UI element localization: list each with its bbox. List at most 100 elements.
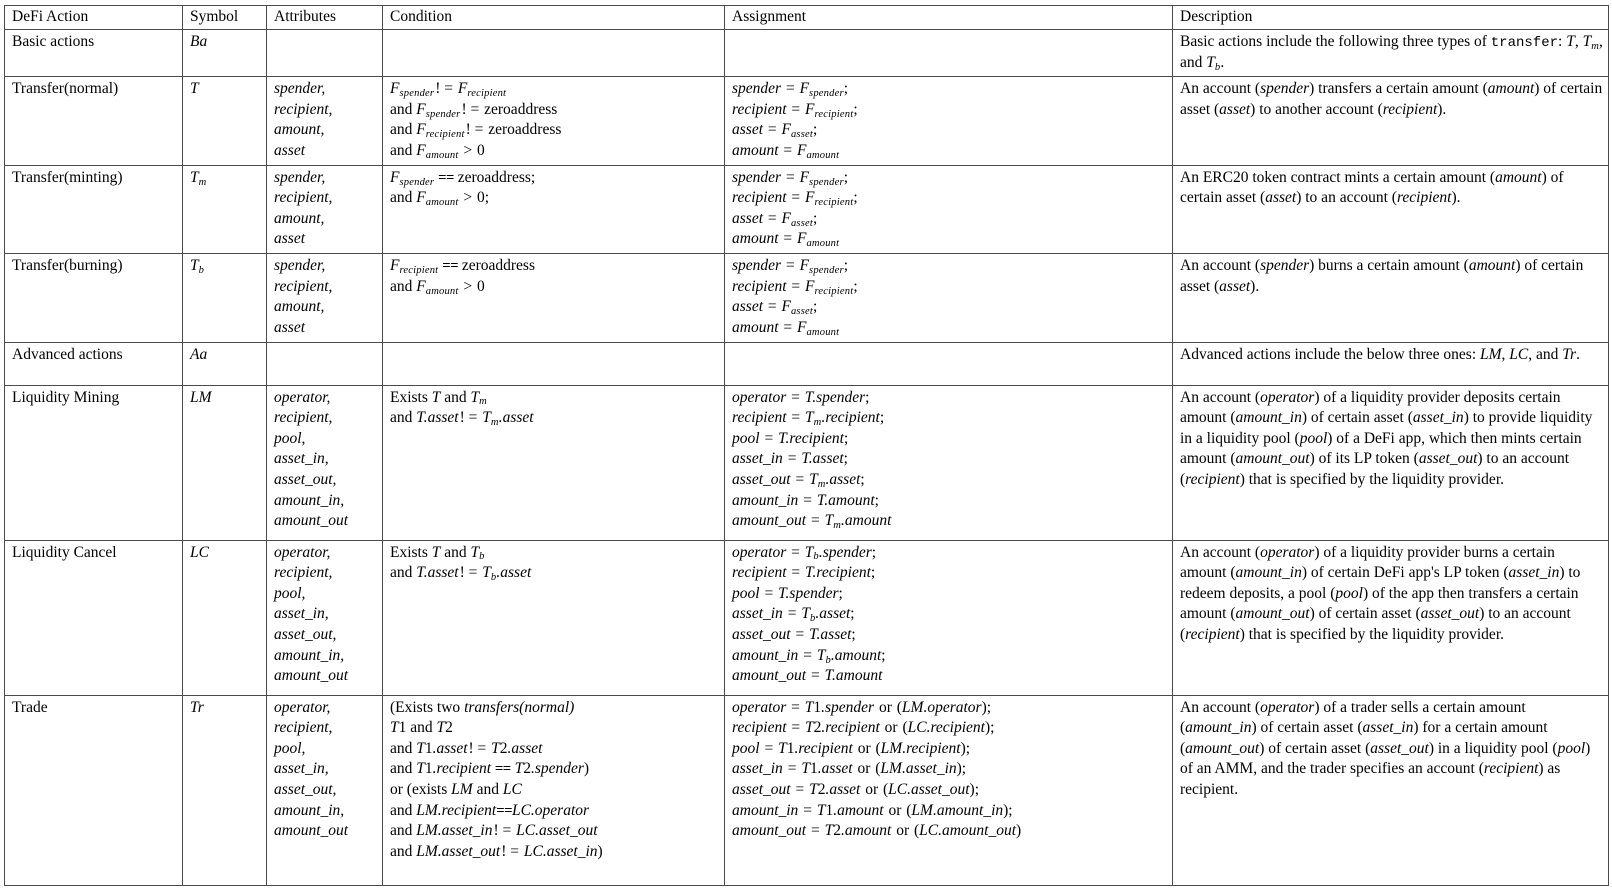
condition-line: (Exists two transfers(normal) xyxy=(390,698,575,716)
attribute-item: amount, xyxy=(274,209,325,227)
attribute-item: pool, xyxy=(274,584,306,602)
condition-line: or (exists LM and LC xyxy=(390,780,522,798)
attribute-item: amount_out xyxy=(274,822,349,840)
condition-line: and LM.recipient==LC.operator xyxy=(390,801,590,819)
cell-description: An account (operator) of a trader sells … xyxy=(1172,694,1609,886)
cell-assignment xyxy=(724,341,1173,386)
condition-line: and T.asset! = Tm.asset xyxy=(390,409,534,429)
cell-condition: Fspender! = Frecipient and Fspender! = z… xyxy=(382,76,725,166)
table-row: Advanced actions Aa Advanced actions inc… xyxy=(4,341,1609,386)
cell-assignment: spender = Fspender; recipient = Frecipie… xyxy=(724,164,1173,255)
attribute-item: asset_out, xyxy=(274,625,337,643)
cell-description: An account (spender) burns a certain amo… xyxy=(1172,253,1609,343)
attribute-item: asset xyxy=(274,142,305,160)
cell-symbol: Aa xyxy=(182,341,267,386)
condition-line: and Famount > 0; xyxy=(390,189,490,209)
attribute-item: recipient, xyxy=(274,409,333,427)
assignment-line: pool = T.recipient; xyxy=(732,429,849,447)
cell-condition: (Exists two transfers(normal) T1 and T2 … xyxy=(382,694,725,886)
attribute-item: amount_out xyxy=(274,667,349,685)
cell-description: An account (spender) transfers a certain… xyxy=(1172,76,1609,166)
attribute-item: pool, xyxy=(274,739,306,757)
table-row: Transfer(normal) T spender, recipient, a… xyxy=(4,76,1609,166)
table-row: Basic actions Ba Basic actions include t… xyxy=(4,28,1609,78)
cell-action: Transfer(burning) xyxy=(4,253,183,343)
attribute-item: asset xyxy=(274,318,305,336)
table-header-row: DeFi Action Symbol Attributes Condition … xyxy=(4,5,1609,30)
assignment-line: amount_out = T.amount xyxy=(732,667,883,685)
cell-assignment: operator = T1.spender or (LM.operator); … xyxy=(724,694,1173,886)
assignment-line: operator = T.spender; xyxy=(732,388,870,406)
assignment-line: recipient = Frecipient; xyxy=(732,277,858,297)
condition-line: and Famount > 0 xyxy=(390,277,485,297)
condition-line: Fspender == zeroaddress; xyxy=(390,168,536,188)
assignment-line: recipient = T2.recipient or (LC.recipien… xyxy=(732,719,995,737)
cell-condition: Fspender == zeroaddress; and Famount > 0… xyxy=(382,164,725,255)
attribute-item: recipient, xyxy=(274,277,333,295)
attribute-item: asset xyxy=(274,230,305,248)
cell-description: Basic actions include the following thre… xyxy=(1172,28,1609,78)
cell-symbol: Ba xyxy=(182,28,267,78)
condition-line: and T.asset! = Tb.asset xyxy=(390,564,532,584)
assignment-line: amount_in = T1.amount or (LM.amount_in); xyxy=(732,801,1013,819)
cell-symbol: Tb xyxy=(182,253,267,343)
cell-symbol: LC xyxy=(182,539,267,696)
cell-attributes: spender, recipient, amount, asset xyxy=(266,76,383,166)
cell-assignment: spender = Fspender; recipient = Frecipie… xyxy=(724,76,1173,166)
attribute-item: asset_in, xyxy=(274,760,329,778)
cell-action: Transfer(minting) xyxy=(4,164,183,255)
column-header-defi-action: DeFi Action xyxy=(4,5,183,30)
assignment-line: asset_out = Tm.asset; xyxy=(732,470,865,490)
cell-attributes: operator, recipient, pool, asset_in, ass… xyxy=(266,539,383,696)
defi-action-table: DeFi Action Symbol Attributes Condition … xyxy=(4,5,1609,886)
attribute-item: spender, xyxy=(274,257,326,275)
column-header-assignment: Assignment xyxy=(724,5,1173,30)
attribute-item: amount_in, xyxy=(274,491,345,509)
attribute-item: spender, xyxy=(274,168,326,186)
cell-symbol: Tm xyxy=(182,164,267,255)
cell-action: Basic actions xyxy=(4,28,183,78)
assignment-line: amount_in = Tb.amount; xyxy=(732,646,886,666)
assignment-line: amount = Famount xyxy=(732,318,840,338)
assignment-line: recipient = Tm.recipient; xyxy=(732,409,885,429)
table-row: Liquidity Cancel LC operator, recipient,… xyxy=(4,539,1609,696)
assignment-line: amount = Famount xyxy=(732,230,840,250)
cell-symbol: Tr xyxy=(182,694,267,886)
cell-assignment: operator = Tb.spender; recipient = T.rec… xyxy=(724,539,1173,696)
table-row: Transfer(minting) Tm spender, recipient,… xyxy=(4,164,1609,255)
cell-condition xyxy=(382,341,725,386)
column-header-symbol: Symbol xyxy=(182,5,267,30)
condition-line: and T1.asset! = T2.asset xyxy=(390,739,543,757)
cell-assignment: spender = Fspender; recipient = Frecipie… xyxy=(724,253,1173,343)
assignment-line: amount_out = Tm.amount xyxy=(732,512,892,532)
cell-assignment xyxy=(724,28,1173,78)
cell-attributes xyxy=(266,28,383,78)
assignment-line: amount_out = T2.amount or (LC.amount_out… xyxy=(732,822,1022,840)
condition-line: and LM.asset_in! = LC.asset_out xyxy=(390,822,598,840)
assignment-line: asset_in = Tb.asset; xyxy=(732,605,855,625)
cell-condition: Exists T and Tb and T.asset! = Tb.asset xyxy=(382,539,725,696)
attribute-item: amount, xyxy=(274,121,325,139)
attribute-item: asset_out, xyxy=(274,470,337,488)
attribute-item: amount_out xyxy=(274,512,349,530)
condition-line: and Famount > 0 xyxy=(390,142,485,161)
assignment-line: asset = Fasset; xyxy=(732,298,818,318)
assignment-line: pool = T.spender; xyxy=(732,584,843,602)
table-row: Transfer(burning) Tb spender, recipient,… xyxy=(4,253,1609,343)
attribute-item: operator, xyxy=(274,543,331,561)
assignment-line: amount = Famount xyxy=(732,142,840,161)
attribute-item: amount_in, xyxy=(274,801,345,819)
column-header-description: Description xyxy=(1172,5,1609,30)
cell-attributes xyxy=(266,341,383,386)
table-row: Trade Tr operator, recipient, pool, asse… xyxy=(4,694,1609,886)
attribute-item: recipient, xyxy=(274,564,333,582)
cell-action: Liquidity Mining xyxy=(4,384,183,541)
attribute-item: amount, xyxy=(274,298,325,316)
condition-line: T1 and T2 xyxy=(390,719,453,737)
cell-action: Advanced actions xyxy=(4,341,183,386)
assignment-line: asset_in = T1.asset or (LM.asset_in); xyxy=(732,760,967,778)
condition-line: Fspender! = Frecipient xyxy=(390,80,507,100)
assignment-line: spender = Fspender; xyxy=(732,257,849,277)
assignment-line: asset = Fasset; xyxy=(732,121,818,141)
cell-condition: Frecipient == zeroaddress and Famount > … xyxy=(382,253,725,343)
